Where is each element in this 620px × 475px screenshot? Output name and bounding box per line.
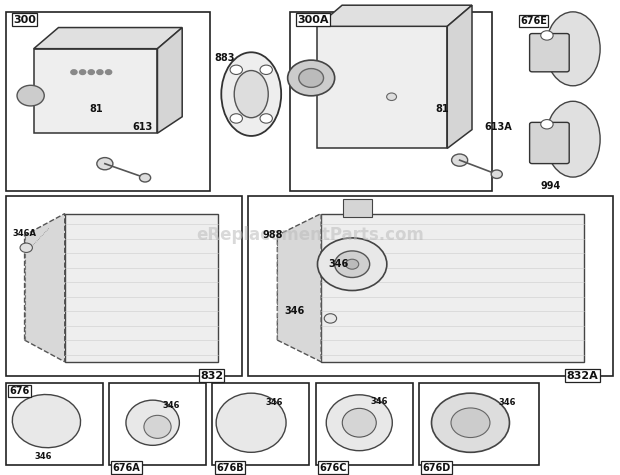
Circle shape (79, 70, 86, 75)
Text: 883: 883 (214, 54, 234, 64)
Ellipse shape (221, 52, 281, 136)
Polygon shape (277, 214, 321, 362)
Text: 346A: 346A (12, 229, 36, 238)
Text: 346: 346 (35, 452, 52, 461)
Ellipse shape (342, 408, 376, 437)
Ellipse shape (216, 393, 286, 452)
Text: 346: 346 (162, 401, 180, 410)
Circle shape (324, 314, 337, 323)
Bar (419, 383, 539, 466)
Text: 676A: 676A (113, 463, 140, 473)
Bar (343, 199, 372, 217)
Text: 676D: 676D (423, 463, 451, 473)
Circle shape (71, 70, 77, 75)
FancyBboxPatch shape (529, 123, 569, 163)
Text: 676E: 676E (520, 16, 547, 26)
Circle shape (335, 251, 370, 277)
Circle shape (97, 70, 103, 75)
Bar (248, 196, 613, 376)
Ellipse shape (546, 101, 600, 177)
Circle shape (541, 31, 553, 40)
Bar (109, 383, 206, 466)
Circle shape (230, 114, 242, 123)
Ellipse shape (126, 400, 179, 446)
Circle shape (88, 70, 94, 75)
Text: 613A: 613A (484, 123, 512, 133)
Polygon shape (447, 5, 472, 148)
Circle shape (17, 86, 44, 106)
Circle shape (387, 93, 397, 101)
Circle shape (97, 158, 113, 170)
Circle shape (451, 154, 467, 166)
Polygon shape (317, 5, 472, 26)
Text: 346: 346 (285, 305, 305, 315)
Text: 613: 613 (133, 123, 153, 133)
Circle shape (260, 65, 272, 75)
Bar (6, 383, 103, 466)
Bar (290, 12, 492, 191)
Text: eReplacementParts.com: eReplacementParts.com (196, 227, 424, 245)
Text: 676C: 676C (319, 463, 347, 473)
Ellipse shape (234, 71, 268, 118)
Text: 346: 346 (266, 398, 283, 407)
Text: 300A: 300A (298, 15, 329, 25)
Bar (212, 383, 309, 466)
Text: 346: 346 (371, 397, 388, 406)
Circle shape (541, 120, 553, 129)
Text: 832: 832 (200, 370, 223, 380)
Circle shape (345, 259, 359, 269)
Bar (6, 196, 242, 376)
Circle shape (230, 65, 242, 75)
Text: 346: 346 (329, 258, 348, 268)
Text: 994: 994 (541, 181, 561, 191)
Text: 676B: 676B (216, 463, 244, 473)
Ellipse shape (12, 395, 81, 448)
Circle shape (288, 60, 335, 96)
Text: 988: 988 (263, 230, 283, 240)
Circle shape (299, 68, 324, 87)
FancyBboxPatch shape (529, 34, 569, 72)
Ellipse shape (546, 12, 600, 86)
Bar (316, 383, 413, 466)
Polygon shape (64, 214, 218, 362)
Circle shape (491, 170, 502, 179)
Circle shape (140, 173, 151, 182)
Polygon shape (33, 48, 157, 133)
Polygon shape (321, 214, 584, 362)
Text: 300: 300 (13, 15, 36, 25)
Circle shape (317, 238, 387, 291)
Circle shape (20, 243, 32, 252)
Bar (6, 12, 210, 191)
Polygon shape (25, 214, 64, 362)
Polygon shape (33, 28, 182, 48)
Polygon shape (317, 26, 447, 148)
Text: 832A: 832A (567, 370, 598, 380)
Polygon shape (157, 28, 182, 133)
Text: 676: 676 (9, 386, 30, 396)
Circle shape (105, 70, 112, 75)
Text: 81: 81 (435, 104, 448, 114)
Circle shape (260, 114, 272, 123)
Ellipse shape (326, 395, 392, 451)
Ellipse shape (144, 415, 171, 438)
Text: 81: 81 (89, 104, 103, 114)
Circle shape (451, 408, 490, 437)
Text: 346: 346 (498, 398, 516, 407)
Circle shape (432, 393, 510, 452)
